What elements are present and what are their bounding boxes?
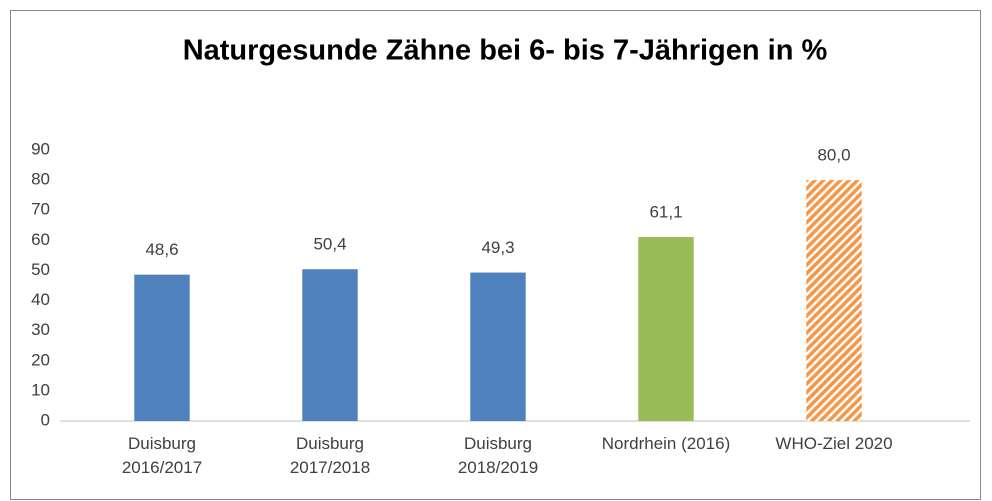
y-tick-label: 30 xyxy=(31,320,50,339)
value-label: 80,0 xyxy=(817,146,850,165)
x-tick-label: Duisburg 2016/2017 xyxy=(122,434,202,477)
y-tick-label: 70 xyxy=(31,200,50,219)
value-label: 61,1 xyxy=(649,203,682,222)
chart-title: Naturgesunde Zähne bei 6- bis 7-Jährigen… xyxy=(183,35,828,67)
x-tick-label: Duisburg 2017/2018 xyxy=(290,434,370,477)
bar xyxy=(470,272,526,421)
y-tick-label: 80 xyxy=(31,170,50,189)
value-label: 48,6 xyxy=(145,240,178,259)
value-label: 49,3 xyxy=(481,238,514,257)
x-tick-label: Nordrhein (2016) xyxy=(602,434,731,453)
y-tick-label: 20 xyxy=(31,350,50,369)
x-tick-label: WHO-Ziel 2020 xyxy=(775,434,892,453)
y-tick-label: 60 xyxy=(31,230,50,249)
bar xyxy=(806,180,862,421)
bar xyxy=(638,237,694,421)
y-tick-label: 10 xyxy=(31,380,50,399)
y-tick-label: 90 xyxy=(31,139,50,158)
y-tick-label: 0 xyxy=(41,410,50,429)
bar xyxy=(134,274,190,421)
value-label: 50,4 xyxy=(313,235,346,254)
x-tick-label: Duisburg 2018/2019 xyxy=(458,434,538,477)
y-tick-label: 50 xyxy=(31,260,50,279)
bar xyxy=(302,269,358,421)
y-tick-label: 40 xyxy=(31,290,50,309)
